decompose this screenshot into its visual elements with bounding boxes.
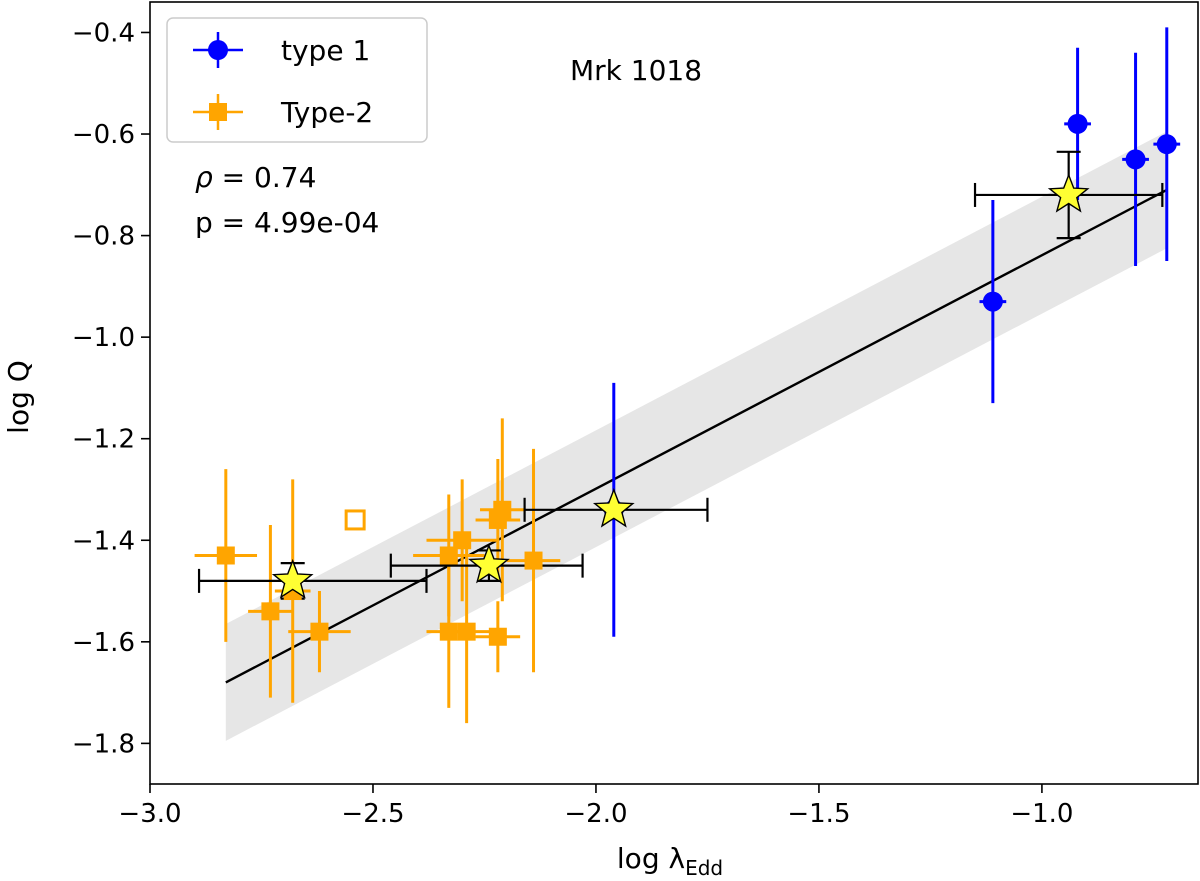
plot-frame — [149, 1, 1199, 785]
legend-marker-type2 — [193, 94, 243, 130]
x-tick-label: −3.0 — [118, 799, 181, 829]
x-tick-label: −2.0 — [564, 799, 627, 829]
fit-line — [225, 188, 1168, 684]
x-axis-title-sub: Edd — [685, 856, 723, 880]
binned-star-marker — [468, 543, 510, 584]
rho-annotation: ρ = 0.74 — [195, 161, 316, 194]
type2-point — [216, 546, 235, 565]
data-point-layer — [216, 113, 1177, 646]
binned-star-marker — [271, 558, 314, 599]
type2-point — [457, 622, 476, 641]
type2-point — [488, 627, 507, 646]
x-tick-label: −1.5 — [787, 799, 850, 829]
p-value-annotation: p = 4.99e-04 — [195, 206, 379, 239]
type2-point — [453, 531, 472, 550]
y-tick-label: −0.8 — [72, 222, 135, 252]
y-tick-label: −1.4 — [72, 526, 135, 556]
rho-symbol: ρ — [195, 161, 213, 194]
object-label: Mrk 1018 — [570, 54, 702, 87]
x-tick-label: −1.0 — [1010, 799, 1073, 829]
y-tick-label: −1.0 — [72, 323, 135, 353]
type2-point — [261, 602, 280, 621]
y-tick-label: −0.4 — [72, 18, 135, 48]
fit-line-layer — [225, 188, 1168, 684]
type2-point — [439, 622, 458, 641]
y-tick-label: −0.6 — [72, 120, 135, 150]
type2-point — [524, 551, 543, 570]
legend: type 1 Type-2 — [166, 17, 428, 143]
type2-point — [493, 500, 512, 519]
axes-layer: −3.0 −2.5 −2.0 −1.5 −1.0 −1.8 −1.6 −1.4 −1.2 −1.0… — [72, 18, 1074, 829]
binned-star-marker — [1047, 173, 1090, 213]
x-tick-label: −2.5 — [341, 799, 404, 829]
type1-point — [1125, 149, 1146, 170]
type2-point — [439, 546, 458, 565]
x-axis-title-main: log λ — [617, 842, 685, 875]
x-axis-title: log λEdd — [617, 842, 723, 880]
rho-value: = 0.74 — [213, 161, 317, 194]
y-tick-label: −1.2 — [72, 425, 135, 455]
y-tick-label: −1.6 — [72, 628, 135, 658]
type1-point — [1067, 113, 1088, 134]
type1-point — [1156, 134, 1177, 155]
y-tick-label: −1.8 — [72, 729, 135, 759]
y-axis-title: log Q — [2, 360, 35, 434]
type1-point — [982, 291, 1003, 312]
type2-point — [310, 622, 329, 641]
legend-label-type2: Type-2 — [280, 96, 373, 129]
binned-star-marker — [592, 487, 635, 528]
legend-label-type1: type 1 — [281, 34, 370, 67]
legend-marker-type1 — [193, 32, 243, 68]
outlier-point — [344, 509, 366, 531]
